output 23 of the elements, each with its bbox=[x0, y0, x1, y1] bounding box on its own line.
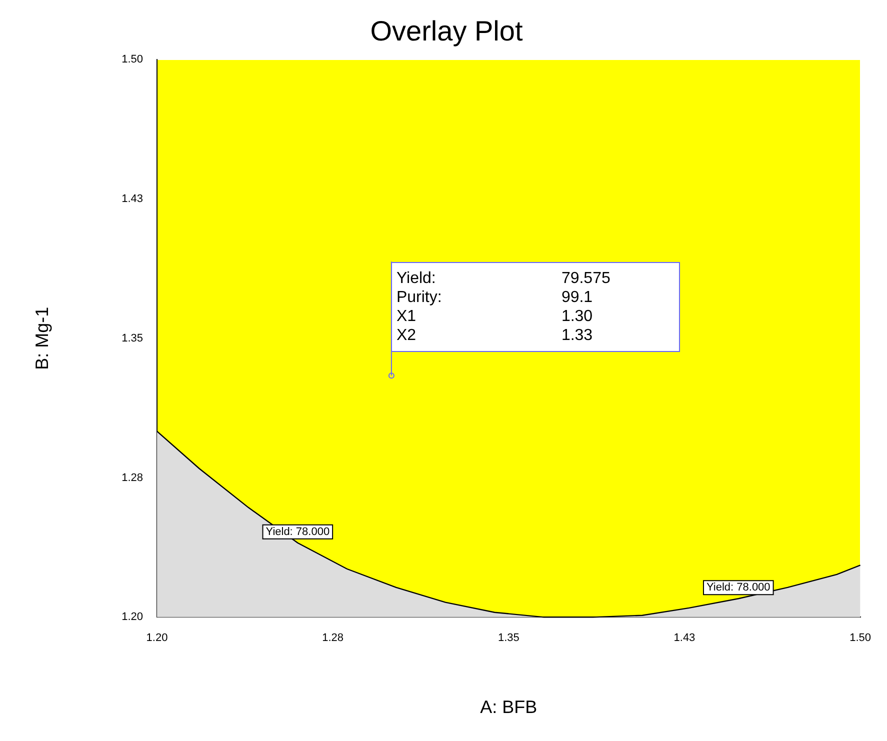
y-tick-label: 1.20 bbox=[122, 611, 144, 624]
x-tick-label: 1.35 bbox=[498, 632, 520, 644]
annotation: X1 bbox=[396, 306, 418, 326]
x-tick-label: 1.43 bbox=[674, 632, 696, 644]
y-tick-label: 1.50 bbox=[122, 54, 144, 66]
x-tick-label: 1.28 bbox=[322, 632, 344, 644]
x-axis-title: A: BFB bbox=[480, 697, 538, 718]
annotation: Yield: 78.000 bbox=[706, 582, 770, 594]
annotation: 79.575 bbox=[561, 268, 610, 288]
y-tick-label: 1.35 bbox=[122, 332, 144, 344]
x-tick-label: 1.50 bbox=[850, 632, 872, 644]
y-tick-label: 1.28 bbox=[122, 472, 144, 484]
y-axis-title: B: Mg-1 bbox=[32, 306, 52, 370]
annotation: 99.1 bbox=[561, 288, 593, 307]
annotation: Purity: bbox=[396, 288, 443, 307]
chart-title: Overlay Plot bbox=[370, 16, 523, 47]
annotation: Yield: 78.000 bbox=[266, 526, 330, 538]
annotation: Yield: bbox=[396, 268, 437, 288]
x-tick-label: 1.20 bbox=[146, 632, 168, 644]
annotation: X2 bbox=[396, 326, 418, 345]
y-tick-label: 1.43 bbox=[122, 193, 144, 206]
annotation: 1.33 bbox=[561, 326, 593, 345]
annotation: 1.30 bbox=[561, 306, 593, 326]
